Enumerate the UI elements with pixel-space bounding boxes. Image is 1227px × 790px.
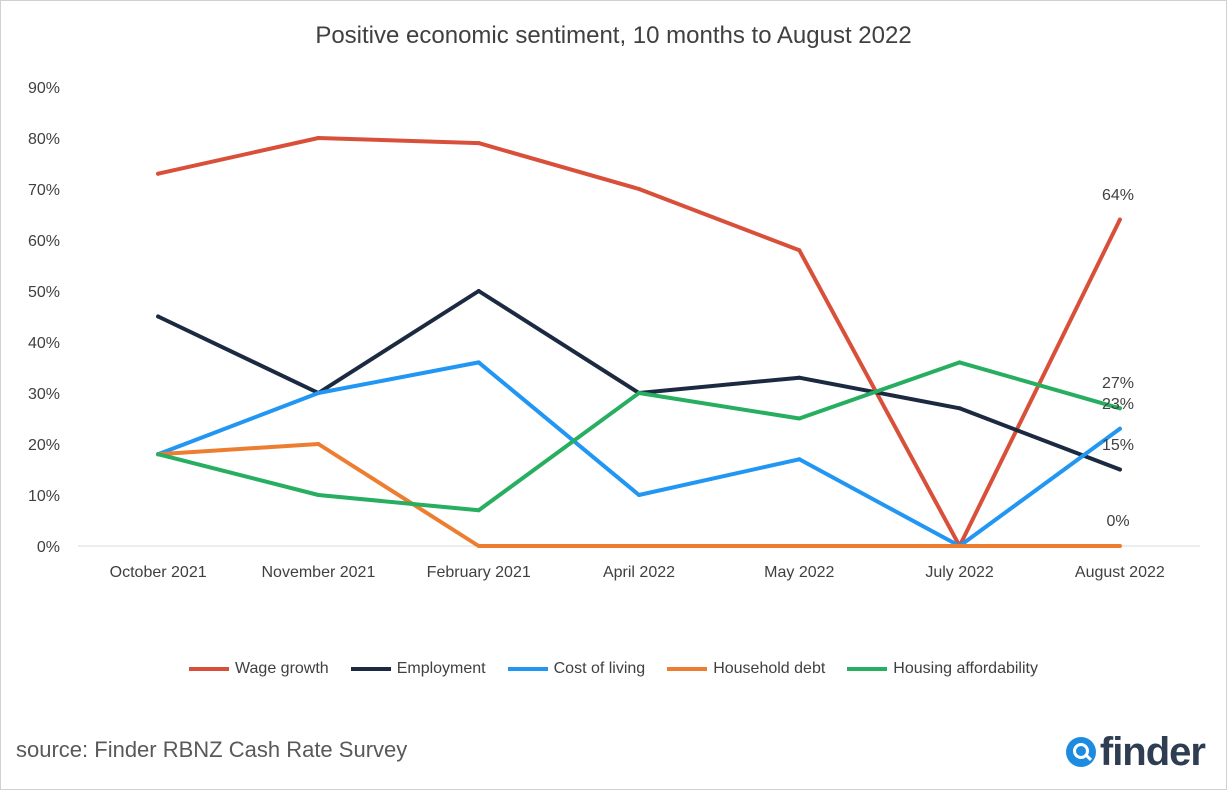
data-point [1117,406,1122,411]
series-line-1 [156,289,1122,472]
data-point [637,544,641,548]
data-point [797,457,802,462]
legend-item: Employment [350,660,486,678]
data-point [316,391,321,395]
data-point [476,544,481,548]
data-label: 0% [1106,513,1129,530]
data-label: 23% [1102,396,1134,413]
data-point [476,141,481,146]
data-point [637,391,641,395]
x-tick-label: August 2022 [1075,564,1165,581]
y-tick-label: 40% [28,335,60,352]
logo-text: finder [1099,730,1206,774]
legend-label: Housing affordability [893,660,1038,677]
data-label: 27% [1102,375,1134,392]
data-point [156,171,161,176]
data-point [316,136,321,140]
legend-swatch [667,667,708,671]
legend-item: Cost of living [507,660,646,678]
data-point [476,508,481,513]
x-tick-label: February 2021 [427,564,531,581]
legend-swatch [847,667,888,671]
legend-label: Cost of living [553,660,646,677]
chart-legend: Wage growth Employment Cost of living House… [0,660,1227,678]
data-point [1117,217,1122,222]
legend-item: Wage growth [189,660,329,678]
data-point [797,544,802,548]
data-label: 64% [1102,187,1134,204]
data-point [1117,467,1122,472]
y-tick-label: 50% [28,284,60,301]
legend-swatch [507,667,548,671]
data-label: 15% [1102,437,1134,454]
y-tick-label: 70% [28,182,60,199]
y-tick-label: 60% [28,233,60,250]
data-point [797,248,802,253]
data-point [316,442,321,446]
x-tick-label: July 2022 [925,564,994,581]
finder-logo: finder [1065,730,1206,774]
data-point [957,406,962,411]
series-line-0 [156,136,1122,548]
chart-title: Positive economic sentiment, 10 months t… [315,22,912,49]
legend-label: Household debt [713,660,826,677]
data-point [957,544,962,548]
y-tick-label: 30% [28,386,60,403]
data-point [156,314,161,319]
y-tick-label: 80% [28,131,60,148]
data-point [316,493,321,497]
source-note: source: Finder RBNZ Cash Rate Survey [16,737,408,762]
data-point [637,493,641,497]
legend-label: Wage growth [235,660,329,677]
y-tick-label: 0% [37,539,60,556]
data-point [156,452,161,457]
legend-label: Employment [396,660,486,677]
x-tick-label: May 2022 [764,564,834,581]
data-point [797,416,802,421]
y-tick-label: 20% [28,437,60,454]
data-point [1117,426,1122,431]
data-point [476,289,481,293]
data-point [957,360,962,365]
legend-item: Household debt [667,660,825,678]
x-tick-label: October 2021 [110,564,207,581]
data-point [1117,544,1122,548]
legend-swatch [189,667,230,671]
search-icon [1065,737,1096,767]
data-point [797,375,802,380]
y-tick-label: 10% [28,488,60,505]
legend-swatch [350,667,391,671]
x-tick-label: November 2021 [262,564,376,581]
data-point [637,187,641,191]
legend-item: Housing affordability [847,660,1038,678]
data-point [476,360,481,365]
y-tick-label: 90% [28,80,60,97]
x-tick-label: April 2022 [603,564,675,581]
series-line-2 [156,360,1122,548]
